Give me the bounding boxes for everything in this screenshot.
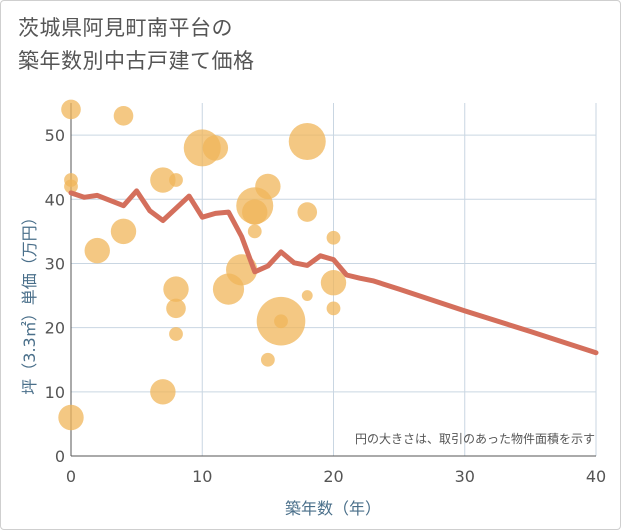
bubble-layer [58, 99, 347, 431]
bubble-point [150, 379, 176, 405]
x-tick-label: 20 [323, 467, 343, 486]
x-axis-label: 築年数（年） [285, 499, 381, 518]
bubble-point [169, 173, 183, 187]
bubble-point [163, 276, 189, 302]
bubble-point [58, 404, 84, 431]
y-tick-label: 0 [55, 447, 65, 466]
bubble-point [301, 290, 313, 301]
chart-title-line-2: 築年数別中古戸建て価格 [18, 49, 255, 73]
bubble-point [84, 237, 110, 264]
bubble-point [113, 106, 134, 126]
y-tick-label: 30 [45, 254, 65, 273]
bubble-point [110, 218, 137, 245]
bubble-point [320, 270, 347, 296]
x-tick-label: 30 [455, 467, 475, 486]
bubble-point [255, 173, 281, 200]
bubble-point [297, 202, 318, 222]
bubble-point [326, 230, 341, 245]
bubble-point [61, 99, 81, 120]
bubble-point [64, 179, 78, 194]
x-tick-label: 0 [66, 467, 76, 486]
bubble-point [326, 301, 341, 316]
bubble-point [247, 224, 262, 239]
bubble-point [169, 327, 183, 341]
bubble-point [288, 123, 326, 161]
y-tick-label: 50 [45, 126, 65, 145]
bubble-point [150, 167, 176, 193]
bubble-point [166, 298, 186, 319]
bubble-point [274, 314, 288, 329]
x-tick-label: 10 [192, 467, 212, 486]
chart-title: 茨城県阿見町南平台の 築年数別中古戸建て価格 [18, 12, 255, 78]
bubble-point [202, 135, 229, 161]
y-tick-label: 20 [45, 319, 65, 338]
bubble-point [260, 352, 275, 367]
y-axis-label: 坪（3.3㎡）単価（万円） [20, 209, 39, 394]
tick-labels: 0 10 20 30 40 50 0 10 20 30 40 [45, 126, 607, 486]
bubble-point [242, 199, 268, 225]
y-tick-label: 40 [45, 190, 65, 209]
x-tick-label: 40 [586, 467, 606, 486]
y-tick-label: 10 [45, 383, 65, 402]
bubble-size-note: 円の大きさは、取引のあった物件面積を示す [355, 431, 595, 446]
trend-line [68, 188, 599, 356]
trend-line-layer [68, 188, 599, 356]
chart-title-line-1: 茨城県阿見町南平台の [18, 16, 233, 40]
